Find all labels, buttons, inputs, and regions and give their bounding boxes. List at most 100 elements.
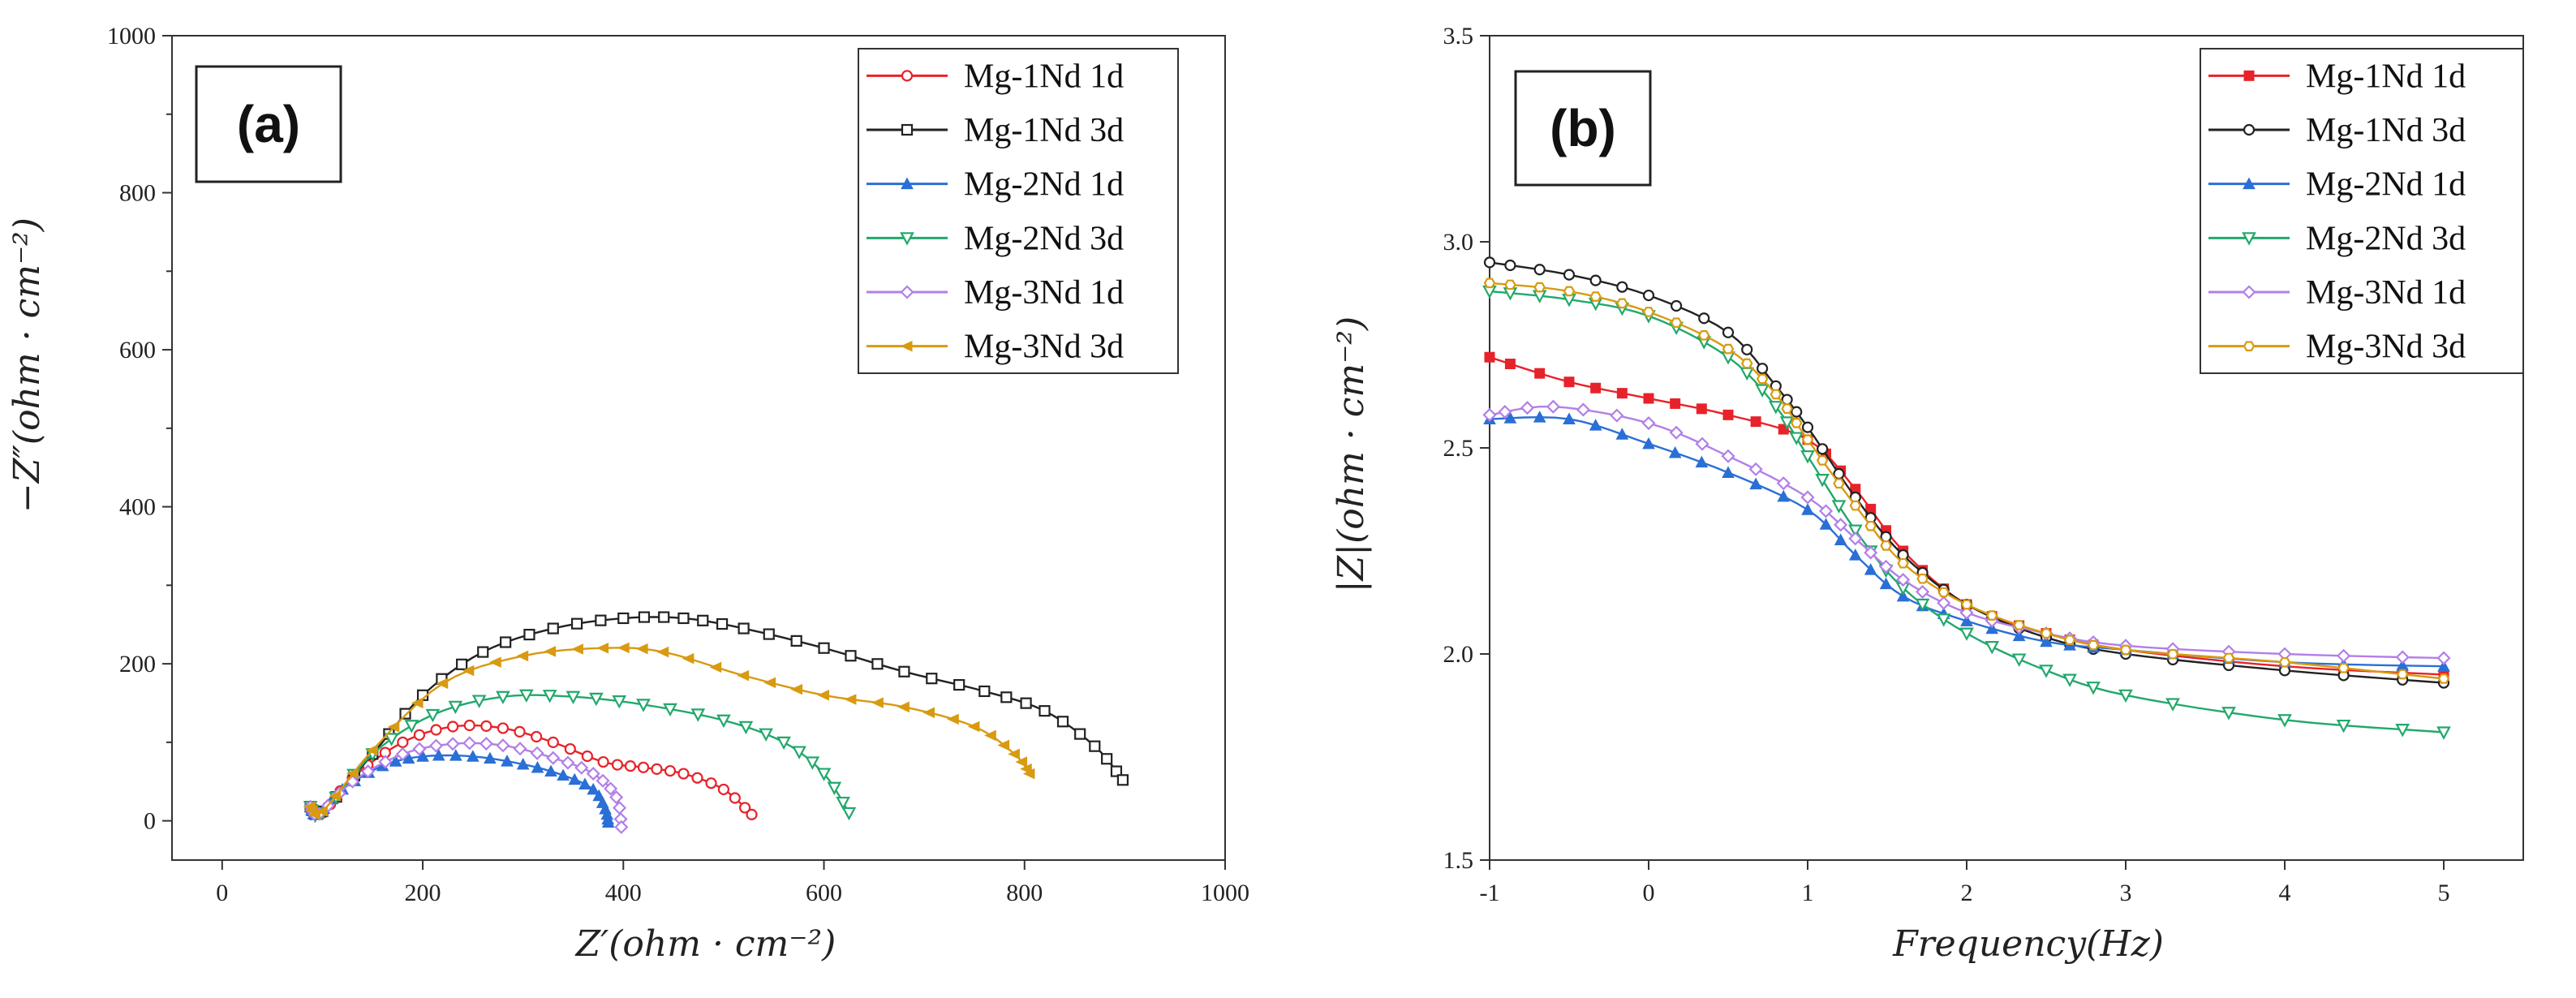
data-point [871, 658, 884, 670]
data-point [578, 777, 591, 789]
data-point [691, 772, 703, 784]
data-point [1864, 545, 1878, 560]
data-point [1563, 269, 1576, 281]
legend-swatch-marker [2243, 123, 2256, 136]
data-point [1698, 312, 1710, 325]
data-point [1056, 716, 1069, 728]
data-point [1670, 317, 1683, 329]
data-point [716, 714, 731, 729]
data-point [997, 739, 1010, 751]
y-axis-label: |Z|(ohm · cm⁻²) [1331, 316, 1372, 592]
data-point [1616, 298, 1628, 309]
y-tick-label: 400 [119, 494, 156, 521]
data-point [500, 636, 512, 648]
data-point [2277, 714, 2292, 728]
data-point [1563, 376, 1575, 388]
data-point [1757, 363, 1769, 375]
data-point [1848, 548, 1862, 561]
legend-label: Mg-1Nd 3d [2306, 112, 2466, 149]
data-point [1520, 401, 1535, 415]
x-tick-label: 1000 [1201, 880, 1249, 906]
data-point [399, 708, 411, 720]
data-point [1498, 405, 1512, 419]
data-point [1770, 389, 1783, 400]
data-point [1110, 765, 1123, 777]
data-point [729, 792, 741, 804]
data-point [1741, 343, 1753, 355]
data-point [897, 701, 910, 713]
chart-b-bode-impedance: -1 0 1 2 3 4 5 1.5 2.0 2.5 3.0 3.5 Frequency(Hz) |Z|(… [1331, 23, 2524, 965]
series-mg-3nd-3d [1483, 277, 2450, 684]
data-point [1776, 476, 1791, 491]
data-point [1039, 705, 1051, 717]
data-point [776, 736, 791, 751]
data-point [1831, 500, 1847, 514]
legend-label: Mg-3Nd 1d [964, 274, 1124, 312]
legend-swatch-marker [900, 340, 913, 352]
data-point [1960, 614, 1973, 626]
data-point [611, 759, 624, 771]
data-point [413, 729, 426, 741]
data-point [1533, 411, 1546, 423]
data-point [1616, 281, 1628, 293]
data-point [1790, 418, 1803, 428]
data-point [663, 703, 677, 717]
data-point [542, 690, 557, 703]
panel-label-box [1514, 70, 1652, 187]
y-tick-label: 600 [119, 337, 156, 363]
data-point [705, 777, 717, 789]
data-point [1960, 599, 1973, 610]
data-point [1615, 428, 1629, 440]
data-point [397, 736, 409, 748]
data-point [1834, 518, 1848, 532]
data-point [2222, 652, 2235, 664]
plot-frame [171, 35, 1226, 861]
data-point [2436, 726, 2451, 740]
data-point [1022, 768, 1035, 780]
data-point [436, 678, 449, 690]
data-point [836, 796, 850, 811]
data-point [790, 683, 803, 695]
data-point [759, 728, 773, 742]
panel-label: (b) [1550, 99, 1616, 157]
data-point [1695, 437, 1709, 451]
panel-label: (a) [237, 95, 300, 153]
data-point [614, 819, 629, 834]
data-point [531, 760, 544, 773]
data-point [617, 612, 630, 625]
legend-swatch-marker [901, 70, 914, 82]
x-tick-label: 600 [806, 880, 842, 906]
data-point [1768, 401, 1783, 415]
data-point [1642, 289, 1655, 302]
data-point [1817, 443, 1829, 455]
data-point [571, 643, 583, 655]
data-point [1589, 274, 1602, 286]
data-point [1800, 490, 1815, 505]
data-point [1000, 691, 1013, 703]
data-point [516, 757, 530, 770]
data-point [497, 722, 510, 734]
data-point [366, 744, 378, 756]
data-point [898, 665, 910, 678]
data-point [2119, 644, 2132, 656]
x-tick-label: 4 [2279, 880, 2291, 906]
data-point [425, 708, 441, 723]
data-point [1483, 277, 1496, 289]
legend: Mg-1Nd 1d Mg-1Nd 3d Mg-2Nd 1d Mg-2Nd 3d Mg-3… [858, 48, 1179, 374]
data-point [449, 749, 462, 761]
data-point [568, 772, 582, 785]
data-point [561, 755, 575, 770]
data-point [1721, 449, 1735, 463]
series-line [1489, 406, 2445, 660]
data-point [717, 783, 730, 796]
data-point [530, 746, 544, 760]
data-point [978, 685, 991, 698]
data-point [656, 646, 669, 658]
data-point [738, 721, 754, 735]
data-point [1589, 291, 1602, 302]
data-point [1504, 359, 1516, 370]
data-point [1563, 286, 1576, 297]
data-point [1020, 697, 1032, 709]
data-point [547, 736, 559, 748]
legend-swatch-marker [2242, 285, 2256, 299]
